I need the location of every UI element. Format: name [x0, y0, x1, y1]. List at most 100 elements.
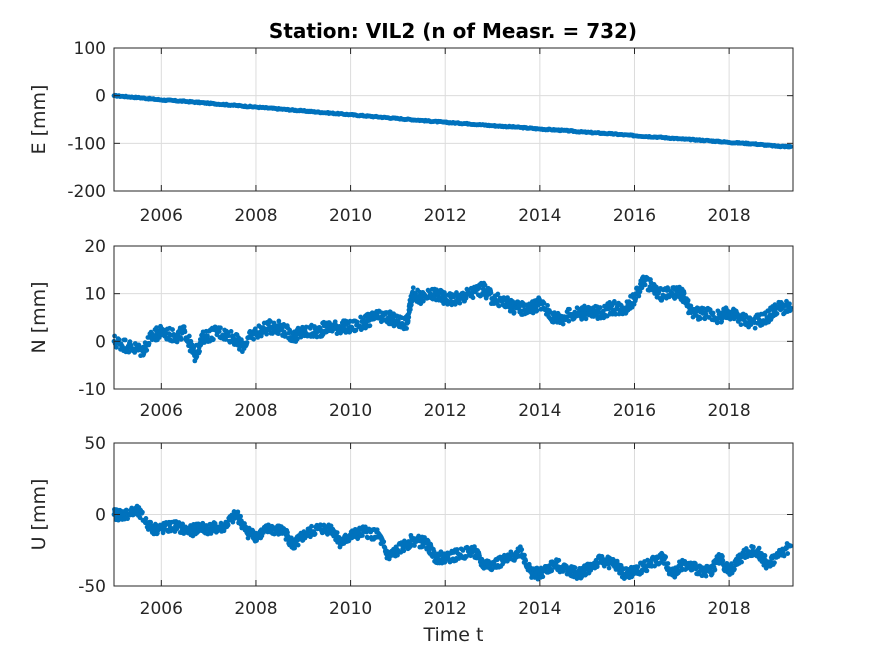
data-point	[470, 295, 476, 301]
east-ylabel: E [mm]	[28, 85, 50, 155]
north-axes-box	[113, 245, 794, 390]
data-point	[353, 327, 359, 333]
data-point	[230, 519, 236, 525]
data-point	[182, 329, 188, 335]
data-point	[285, 530, 290, 535]
data-point	[144, 347, 150, 353]
data-point	[774, 311, 780, 317]
data-point	[143, 516, 149, 521]
north-xtick-label: 2014	[518, 401, 561, 421]
data-point	[720, 558, 726, 563]
data-point	[772, 560, 777, 566]
data-point	[136, 342, 142, 348]
data-point	[276, 318, 282, 324]
data-point	[739, 559, 744, 565]
data-point	[637, 289, 643, 294]
data-point	[567, 306, 572, 312]
data-point	[616, 311, 622, 317]
data-point	[457, 300, 463, 306]
data-point	[463, 295, 469, 301]
data-point	[663, 554, 669, 560]
data-point	[244, 340, 250, 345]
data-point	[482, 282, 488, 288]
east-xtick-label: 2012	[424, 206, 467, 226]
data-point	[762, 553, 768, 559]
up-ytick-label: 0	[95, 506, 106, 526]
east-xtick-label: 2008	[234, 206, 277, 226]
data-point	[442, 290, 447, 295]
data-point	[218, 325, 223, 331]
data-point	[295, 542, 301, 548]
up-series-markers	[111, 503, 794, 582]
north-ytick-label: -10	[78, 380, 106, 400]
data-point	[279, 325, 285, 331]
data-point	[549, 568, 555, 574]
data-point	[303, 324, 309, 330]
data-point	[334, 530, 340, 535]
data-point	[160, 530, 166, 536]
data-point	[365, 535, 371, 541]
east-ytick-label: -100	[67, 134, 106, 154]
data-point	[154, 325, 159, 331]
data-point	[420, 298, 426, 304]
data-point	[112, 333, 117, 339]
up-xtick-label: 2016	[613, 599, 656, 619]
data-point	[181, 324, 187, 330]
data-point	[197, 349, 202, 354]
data-point	[405, 318, 411, 324]
data-point	[534, 308, 540, 313]
data-point	[406, 314, 412, 320]
data-point	[788, 543, 794, 549]
data-point	[412, 543, 417, 548]
data-point	[681, 290, 687, 296]
north-xtick-label: 2006	[140, 401, 183, 421]
data-point	[390, 316, 396, 322]
data-point	[228, 328, 234, 334]
data-point	[652, 563, 657, 569]
east-plot-area	[114, 48, 793, 191]
data-point	[693, 561, 698, 567]
north-ytick-label: 0	[95, 332, 106, 352]
data-point	[170, 327, 175, 332]
data-point	[146, 340, 152, 346]
data-point	[407, 307, 413, 312]
figure-title: Station: VIL2 (n of Measr. = 732)	[269, 19, 637, 43]
data-point	[703, 573, 709, 579]
data-point	[404, 325, 409, 331]
north-xtick-label: 2010	[329, 401, 372, 421]
data-point	[688, 303, 694, 309]
data-point	[212, 521, 218, 526]
data-point	[752, 325, 758, 331]
data-point	[606, 565, 612, 571]
data-point	[665, 561, 671, 566]
data-point	[420, 544, 426, 549]
data-point	[309, 523, 314, 529]
data-point	[756, 545, 762, 551]
data-point	[225, 522, 231, 528]
data-point	[488, 290, 494, 296]
east-xtick-label: 2010	[329, 206, 372, 226]
east-xtick-label: 2006	[140, 206, 183, 226]
data-point	[712, 567, 718, 573]
data-point	[496, 303, 502, 309]
data-point	[113, 344, 119, 350]
data-point	[714, 320, 720, 326]
data-point	[732, 566, 737, 572]
data-point	[702, 316, 708, 322]
east-xtick-label: 2018	[707, 206, 750, 226]
north-xtick-label: 2016	[613, 401, 656, 421]
up-xtick-label: 2018	[707, 599, 750, 619]
data-point	[720, 554, 725, 559]
east-ytick-label: -200	[67, 182, 106, 202]
data-point	[522, 552, 527, 558]
data-point	[294, 336, 300, 342]
data-point	[431, 549, 437, 555]
data-point	[597, 305, 603, 310]
data-point	[287, 327, 293, 333]
data-point	[523, 558, 529, 564]
data-point	[519, 547, 525, 552]
data-point	[579, 574, 585, 580]
north-xtick-label: 2018	[707, 401, 750, 421]
north-ytick-label: 10	[84, 285, 106, 305]
